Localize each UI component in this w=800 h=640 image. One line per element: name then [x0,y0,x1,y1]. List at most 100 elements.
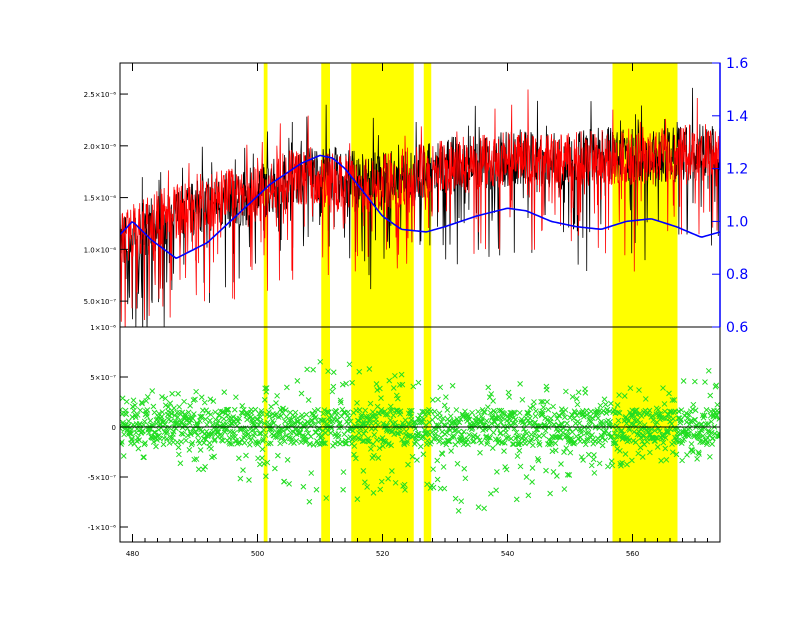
residual-point [196,440,203,447]
residual-point [246,434,253,441]
residual-point [275,452,281,459]
residual-point [585,430,592,436]
residual-point [325,368,331,375]
residual-point [677,417,684,424]
bottom-y-tick-label: -1×10⁻⁶ [88,524,116,532]
residual-point [531,399,537,405]
residual-point [454,460,461,467]
residual-point [389,428,396,435]
residual-point [550,468,557,475]
residual-point [405,461,411,468]
residual-point [244,416,250,423]
residual-point [540,404,547,411]
residual-point [143,398,150,404]
residual-point [390,385,397,391]
residual-point [274,392,280,399]
residual-point [206,440,213,446]
residual-point [482,409,488,416]
residual-point [524,410,531,417]
residual-point [207,411,214,418]
residual-point [561,414,568,421]
residual-point [282,407,289,414]
residual-point [261,420,268,427]
residual-point [522,440,528,447]
residual-point [600,420,606,427]
residual-point [585,451,592,458]
continuum-ratio-line [120,154,720,260]
residual-point [591,470,598,476]
residual-point [601,396,608,403]
residual-point [488,490,494,497]
residual-point [317,358,324,365]
residual-point [462,475,469,482]
residual-point [343,380,349,387]
residual-point [475,504,482,511]
residual-markers [120,358,720,514]
residual-point [668,421,675,427]
residual-point [589,415,596,421]
residual-point [346,415,352,421]
residual-point [269,425,276,431]
residual-point [150,439,157,445]
residual-point [599,442,606,449]
residual-point [298,390,305,397]
residual-point [243,452,249,459]
residual-point [246,441,253,448]
residual-point [493,487,499,494]
residual-point [544,399,550,405]
residual-point [401,481,408,488]
residual-point [186,420,193,426]
residual-point [529,465,536,471]
residual-point [469,425,476,431]
residual-point [589,432,595,438]
residual-point [616,410,623,416]
residual-point [569,394,576,400]
residual-point [350,435,357,441]
residual-point [392,372,398,379]
residual-point [155,426,162,433]
residual-point [705,367,712,374]
residual-point [578,454,585,460]
residual-point [193,388,199,395]
residual-point [327,430,334,436]
residual-point [176,451,182,458]
residual-point [257,418,264,425]
residual-point [432,430,439,437]
residual-point [371,413,378,420]
residual-point [529,479,535,485]
residual-point [437,414,443,421]
residual-point [320,410,327,417]
residual-point [471,432,478,439]
residual-point [582,389,589,396]
residual-point [699,439,706,446]
residual-point [140,427,146,434]
residual-point [351,451,357,458]
residual-point [563,445,570,452]
residual-point [513,496,520,503]
residual-point [564,471,571,478]
residual-point [673,451,680,458]
residual-point [387,403,394,410]
residual-point [377,486,384,493]
residual-point [561,486,568,492]
residual-point [705,421,711,427]
top-y-tick-label: 2.5×10⁻⁶ [84,91,117,99]
residual-point [512,410,518,417]
residual-point [320,440,327,446]
residual-point [575,389,582,396]
residual-point [175,444,182,451]
residual-point [311,421,318,428]
residual-point [596,460,603,467]
residual-point [670,416,676,422]
residual-point [616,392,622,398]
residual-point [690,449,696,455]
residual-point [615,417,622,424]
residual-point [362,479,368,486]
residual-point [661,431,667,438]
residual-point [363,423,369,429]
residual-point [180,431,186,437]
residual-point [321,407,328,413]
residual-point [349,379,355,386]
residual-point [647,449,653,456]
residual-point [274,434,281,440]
